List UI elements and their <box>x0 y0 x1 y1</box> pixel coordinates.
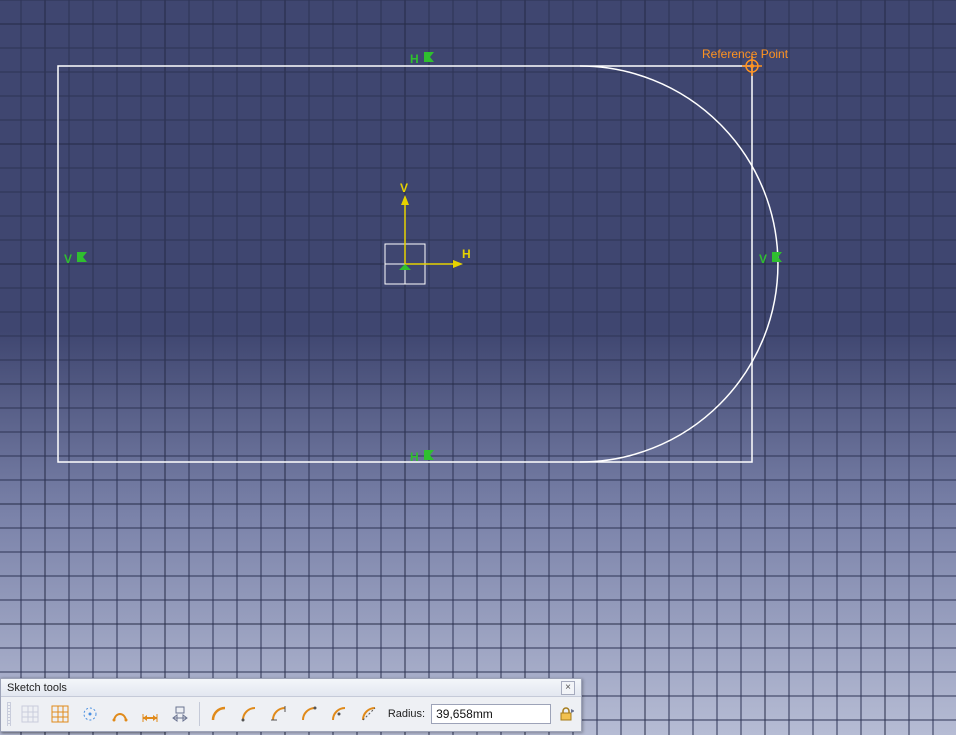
tool-grid-orange-icon[interactable] <box>47 701 73 727</box>
radius-input[interactable] <box>431 704 551 724</box>
axis-v-label: V <box>400 181 408 195</box>
reference-point: Reference Point <box>702 47 789 76</box>
sketch-rectangle <box>58 66 752 462</box>
svg-text:H: H <box>410 450 419 464</box>
origin-box <box>385 244 425 284</box>
svg-text:V: V <box>64 252 72 266</box>
lock-button[interactable] <box>555 703 577 725</box>
svg-text:H: H <box>410 52 419 66</box>
tool-grid-faint-icon[interactable] <box>17 701 43 727</box>
tool-construction-icon[interactable] <box>107 701 133 727</box>
axis-h-label: H <box>462 247 471 261</box>
toolbar-sketch-title-text: Sketch tools <box>7 682 67 694</box>
toolbar-sketch-title[interactable]: Sketch tools × <box>1 679 581 697</box>
cad-viewport[interactable]: V H H H V V Reference Point <box>0 0 956 735</box>
axis-v: V <box>400 181 409 264</box>
constraint-right: V <box>759 252 782 266</box>
constraint-top: H <box>410 52 434 66</box>
tool-arc-5-icon[interactable] <box>326 701 352 727</box>
tool-arc-1-icon[interactable] <box>206 701 232 727</box>
lock-icon <box>558 706 574 722</box>
origin-marker <box>399 264 411 270</box>
tool-dimension-outline-icon[interactable] <box>167 701 193 727</box>
axis-h: H <box>405 247 471 268</box>
radius-label: Radius: <box>386 708 427 720</box>
svg-text:V: V <box>759 252 767 266</box>
toolbar-grip[interactable] <box>7 702 11 726</box>
tool-snap-target-icon[interactable] <box>77 701 103 727</box>
constraint-left: V <box>64 252 87 266</box>
constraint-bottom: H <box>410 450 434 464</box>
grid <box>0 0 956 735</box>
sketch-arc <box>580 66 778 462</box>
toolbar-separator <box>199 702 200 726</box>
svg-text:Reference Point: Reference Point <box>702 47 789 61</box>
toolbar-sketch-close-button[interactable]: × <box>561 681 575 695</box>
tool-arc-6-icon[interactable] <box>356 701 382 727</box>
toolbar-sketch-tools[interactable]: Sketch tools × <box>0 678 582 732</box>
tool-arc-3-icon[interactable] <box>266 701 292 727</box>
tool-dimension-orange-icon[interactable] <box>137 701 163 727</box>
sketch-canvas: V H H H V V Reference Point <box>0 0 956 735</box>
tool-arc-4-icon[interactable] <box>296 701 322 727</box>
tool-arc-2-icon[interactable] <box>236 701 262 727</box>
